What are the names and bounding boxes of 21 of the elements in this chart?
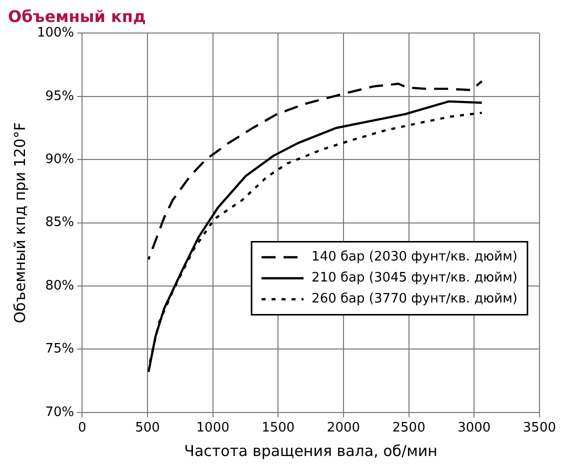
x-tick-label: 500 [135,420,160,436]
x-tick-label: 2000 [326,420,360,436]
x-tick-label: 1000 [196,420,230,436]
y-tick-label: 70% [45,404,74,420]
y-tick-label: 80% [45,278,74,294]
y-tick-label: 75% [45,342,74,357]
x-tick-label: 1500 [262,420,295,436]
legend-label: 140 бар (2030 фунт/кв. дюйм) [312,250,518,265]
legend-label: 210 бар (3045 фунт/кв. дюйм) [312,270,518,286]
y-axis-title: Объемный кпд при 120°F [10,122,29,324]
x-axis-title: Частота вращения вала, об/мин [184,442,438,460]
x-tick-label: 3500 [522,420,556,436]
y-tick-label: 100% [36,26,74,41]
y-tick-label: 90% [45,152,74,167]
y-tick-label: 85% [45,215,74,230]
x-tick-label: 0 [78,420,86,436]
x-tick-label: 3000 [458,420,491,436]
chart-title: Объемный кпд [8,6,146,26]
x-tick-label: 2500 [392,420,426,436]
legend-label: 260 бар (3770 фунт/кв. дюйм) [312,292,518,307]
y-tick-label: 95% [45,88,74,104]
